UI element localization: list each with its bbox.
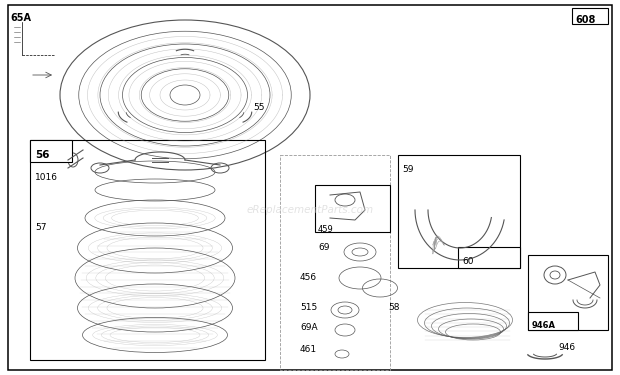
Text: 58: 58	[388, 303, 399, 312]
Text: 459: 459	[318, 225, 334, 234]
Text: 55: 55	[253, 104, 265, 112]
Bar	[398, 155, 520, 268]
Bar	[315, 185, 390, 232]
Text: 69: 69	[318, 243, 329, 252]
Text: 461: 461	[300, 345, 317, 354]
Text: 1016: 1016	[35, 174, 58, 183]
Text: 56: 56	[35, 150, 50, 160]
Text: 57: 57	[35, 224, 46, 232]
Bar	[528, 312, 578, 330]
Bar	[30, 140, 265, 360]
Bar	[572, 8, 608, 24]
Text: 456: 456	[300, 273, 317, 282]
Bar	[280, 155, 390, 370]
Text: 608: 608	[575, 15, 595, 25]
Bar	[458, 247, 520, 268]
Text: 60: 60	[462, 258, 474, 267]
Text: 65A: 65A	[10, 13, 31, 23]
Text: 69A: 69A	[300, 324, 317, 333]
Text: 946A: 946A	[532, 321, 556, 330]
Text: 946: 946	[558, 344, 575, 352]
Text: 59: 59	[402, 165, 414, 174]
Text: 515: 515	[300, 303, 317, 312]
Text: eReplacementParts.com: eReplacementParts.com	[246, 205, 374, 215]
Bar	[528, 255, 608, 330]
Bar	[30, 140, 72, 162]
